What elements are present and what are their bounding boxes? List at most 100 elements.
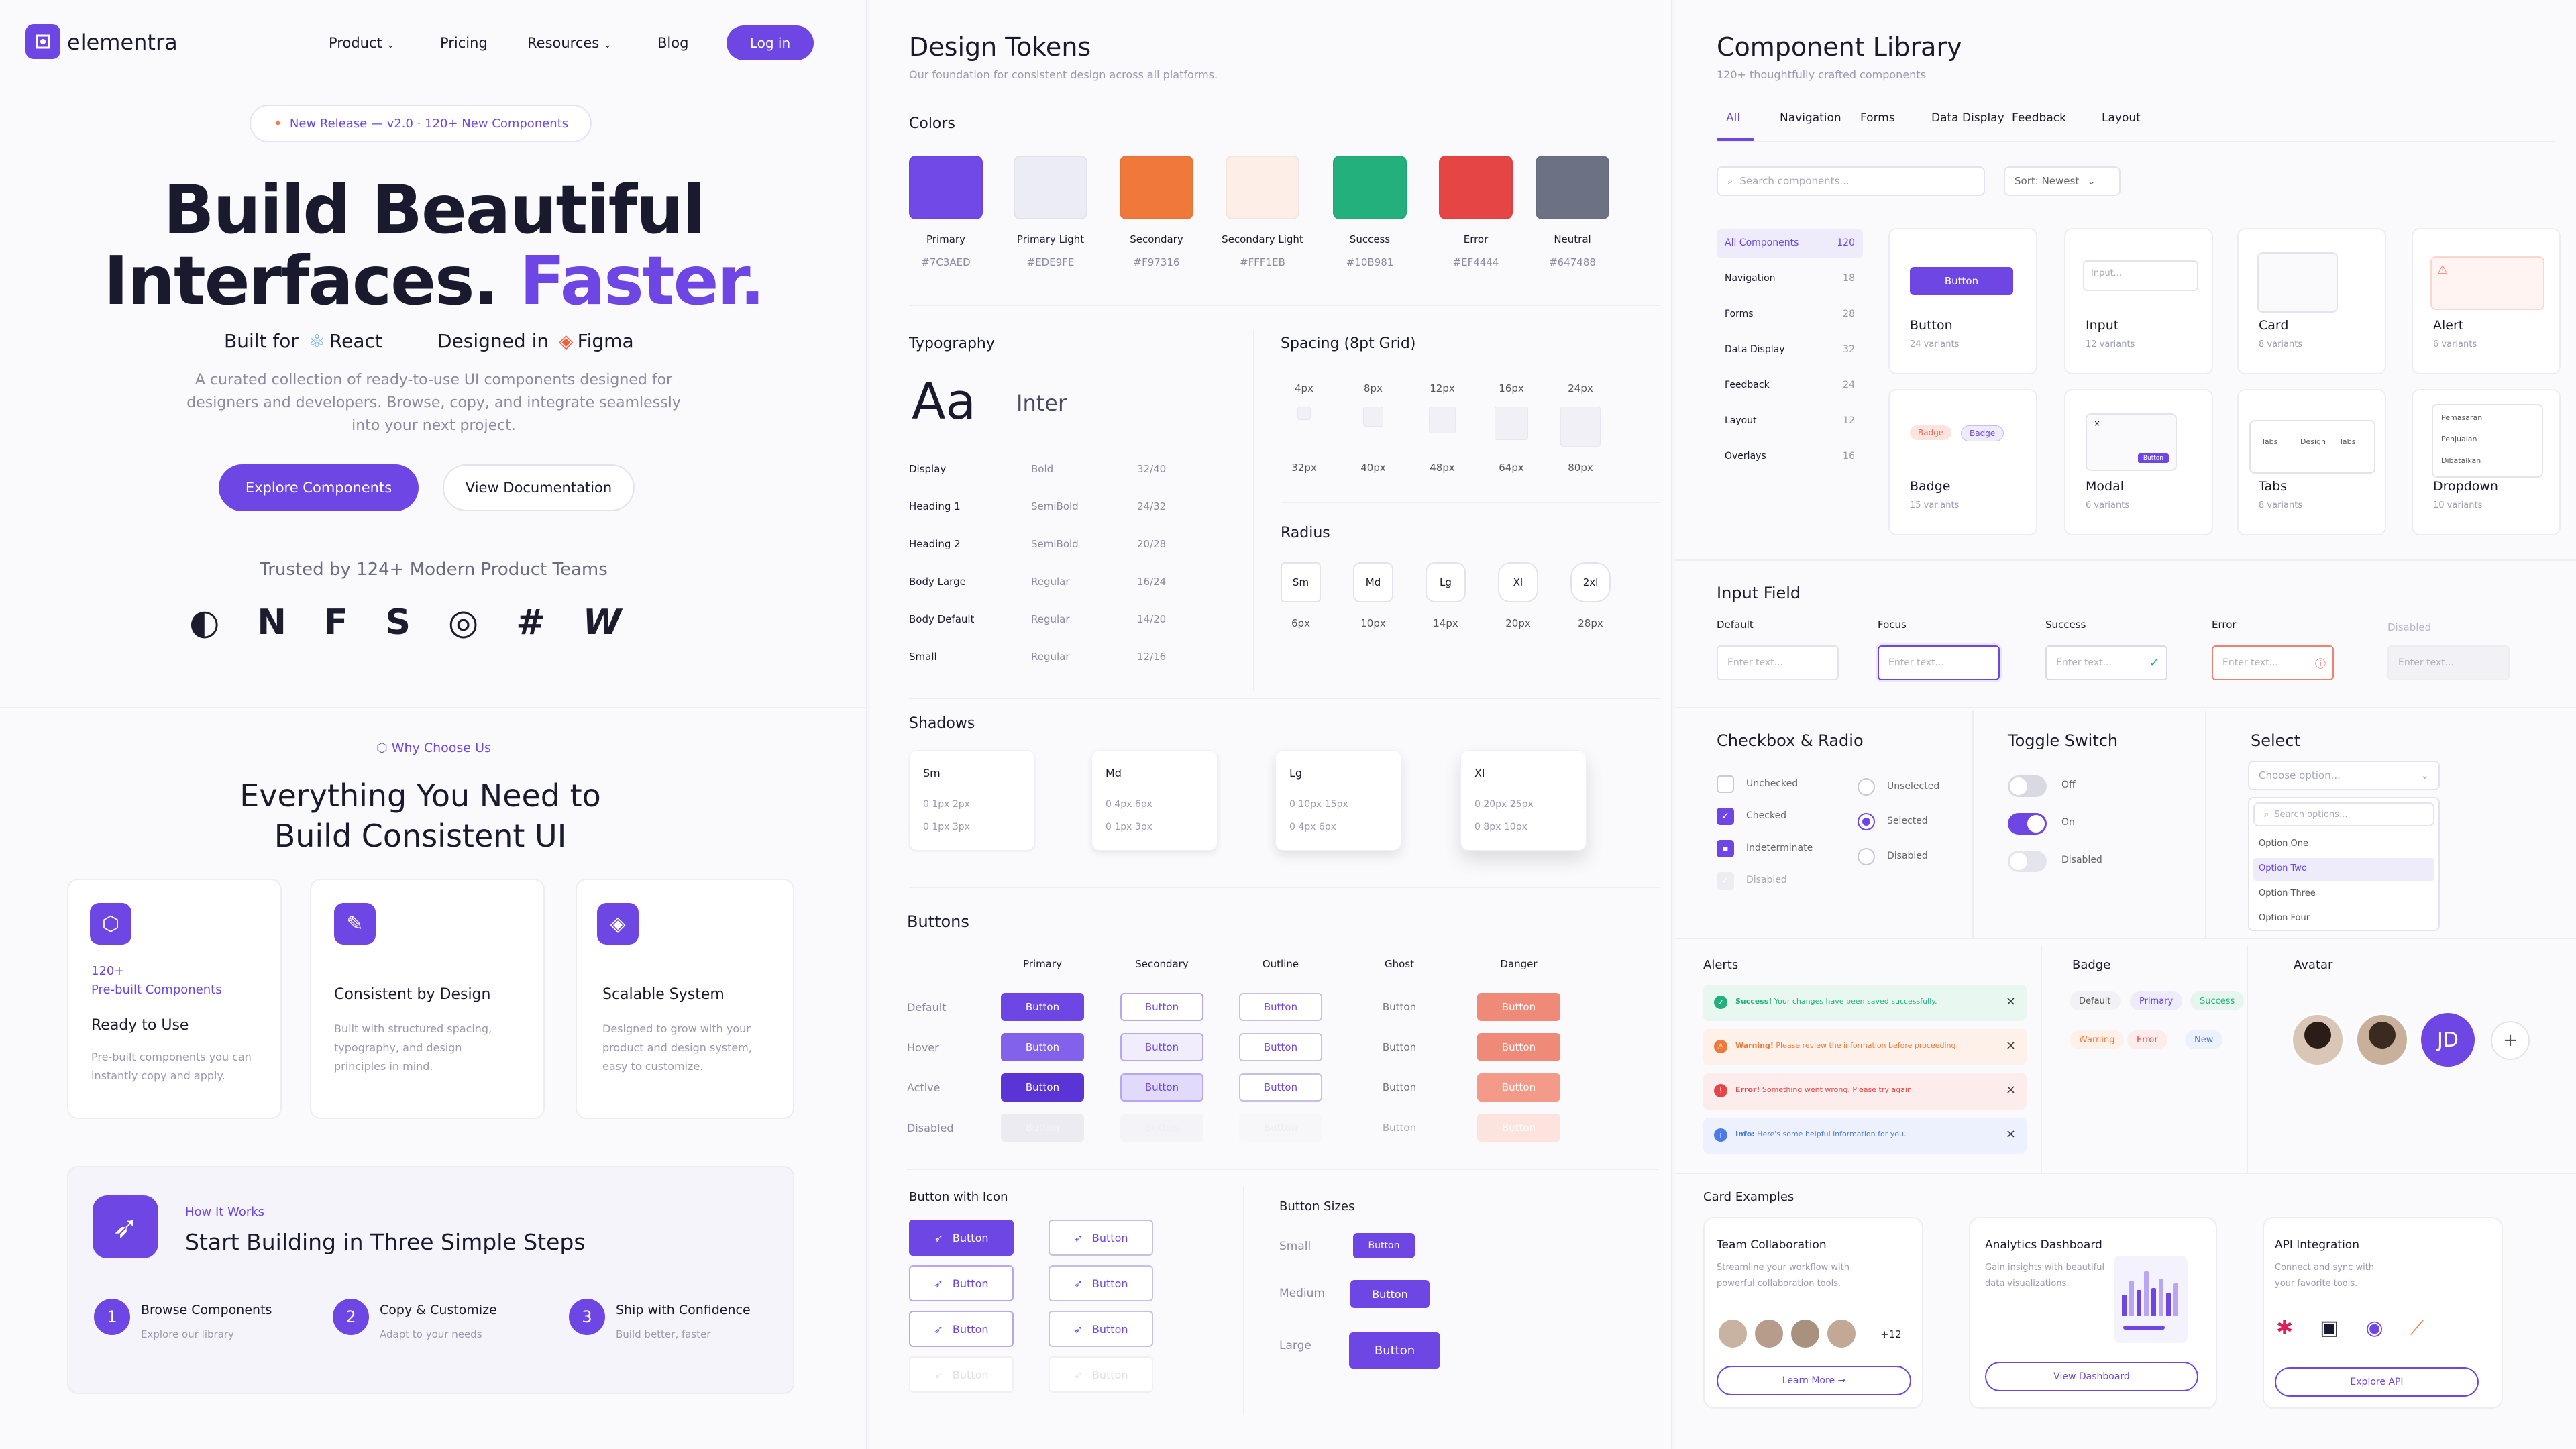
brand-name[interactable]: elementra [67, 30, 178, 55]
text-input-focus[interactable]: Enter text... [1878, 645, 2000, 680]
tab-forms[interactable]: Forms [1860, 111, 1895, 125]
primary-button[interactable]: Button [1001, 1114, 1084, 1142]
close-icon[interactable]: × [2005, 1038, 2016, 1053]
nav-product[interactable]: Product ⌄ [329, 35, 394, 51]
color-swatch[interactable] [1439, 156, 1513, 219]
danger-button[interactable]: Button [1477, 1073, 1560, 1102]
component-tile[interactable]: Pemasaran Penjualan Dibatalkan Dropdown 10 v… [2412, 389, 2561, 535]
category-item[interactable]: Data Display 32 [1717, 336, 1863, 364]
icon-button[interactable]: ➶ Button [1049, 1356, 1153, 1393]
close-icon[interactable]: × [2005, 1083, 2016, 1097]
ghost-button[interactable]: Button [1382, 1001, 1417, 1013]
release-badge[interactable]: ✦ New Release — v2.0 · 120+ New Component… [250, 105, 592, 142]
color-swatch[interactable] [909, 156, 983, 219]
component-tile[interactable]: Tabs Design Tabs Tabs 8 variants [2237, 389, 2386, 535]
close-icon[interactable]: × [2005, 1127, 2016, 1141]
ghost-button[interactable]: Button [1382, 1122, 1417, 1134]
learn-more-button[interactable]: Learn More → [1717, 1366, 1911, 1395]
primary-button[interactable]: Button [1001, 1033, 1084, 1061]
select-option[interactable]: Option One [2259, 839, 2308, 849]
login-button[interactable]: Log in [727, 25, 814, 60]
radio[interactable] [1858, 813, 1875, 830]
color-swatch[interactable] [1120, 156, 1193, 219]
danger-button[interactable]: Button [1477, 993, 1560, 1021]
search-components-input[interactable]: ⌕ Search components... [1717, 166, 1985, 196]
secondary-button[interactable]: Button [1120, 1073, 1203, 1102]
secondary-button[interactable]: Button [1120, 993, 1203, 1021]
checkbox[interactable]: ✓ [1717, 808, 1734, 825]
category-item[interactable]: All Components 120 [1717, 229, 1863, 258]
text-input-default[interactable]: Enter text... [1717, 645, 1839, 680]
tab-navigation[interactable]: Navigation [1780, 111, 1841, 125]
category-item[interactable]: Forms 28 [1717, 301, 1863, 329]
sort-select[interactable]: Sort: Newest ⌄ [2004, 166, 2121, 196]
checkbox[interactable] [1717, 775, 1734, 793]
nav-blog[interactable]: Blog [657, 35, 689, 51]
outline-button[interactable]: Button [1239, 1073, 1322, 1102]
radio[interactable] [1858, 778, 1875, 796]
close-icon[interactable]: × [2005, 994, 2016, 1008]
primary-button[interactable]: Button [1001, 1073, 1084, 1102]
select-option[interactable]: Option Two [2253, 858, 2434, 881]
size-button[interactable]: Button [1350, 1280, 1430, 1308]
icon-button[interactable]: ➶ Button [909, 1265, 1014, 1301]
outline-button[interactable]: Button [1239, 1033, 1322, 1061]
color-swatch[interactable] [1226, 156, 1299, 219]
tab-all[interactable]: All [1726, 111, 1741, 125]
component-tile[interactable]: Button Button 24 variants [1888, 228, 2037, 374]
component-tile[interactable]: × Button Modal 6 variants [2064, 389, 2213, 535]
text-input-success[interactable]: Enter text... ✓ [2045, 645, 2167, 680]
component-tile[interactable]: Card 8 variants [2237, 228, 2386, 374]
size-button[interactable]: Button [1349, 1332, 1440, 1368]
outline-button[interactable]: Button [1239, 1114, 1322, 1142]
danger-button[interactable]: Button [1477, 1114, 1560, 1142]
ghost-button[interactable]: Button [1382, 1081, 1417, 1093]
tab-layout[interactable]: Layout [2102, 111, 2141, 125]
color-swatch[interactable] [1014, 156, 1087, 219]
tab-feedback[interactable]: Feedback [2012, 111, 2066, 125]
avatar[interactable] [2355, 1013, 2409, 1067]
icon-button[interactable]: ➶ Button [1049, 1311, 1153, 1347]
category-item[interactable]: Layout 12 [1717, 407, 1863, 435]
text-input-error[interactable]: Enter text... ⓘ [2212, 645, 2334, 680]
color-swatch[interactable] [1536, 156, 1609, 219]
secondary-button[interactable]: Button [1120, 1033, 1203, 1061]
category-item[interactable]: Feedback 24 [1717, 372, 1863, 400]
nav-resources[interactable]: Resources ⌄ [527, 35, 612, 51]
add-avatar-button[interactable]: + [2491, 1021, 2530, 1060]
outline-button[interactable]: Button [1239, 993, 1322, 1021]
size-button[interactable]: Button [1353, 1233, 1415, 1258]
select-option[interactable]: Option Three [2259, 888, 2316, 898]
toggle-switch[interactable] [2008, 775, 2047, 797]
component-tile[interactable]: ⚠ Alert 6 variants [2412, 228, 2561, 374]
component-tile[interactable]: Badge Badge Badge 15 variants [1888, 389, 2037, 535]
select-option[interactable]: Option Four [2259, 913, 2310, 923]
tab-data-display[interactable]: Data Display [1931, 111, 2004, 125]
icon-button[interactable]: ➶ Button [909, 1356, 1014, 1393]
nav-pricing[interactable]: Pricing [440, 35, 488, 51]
view-dashboard-button[interactable]: View Dashboard [1985, 1362, 2198, 1391]
brand-logo-icon[interactable] [25, 24, 60, 59]
icon-button[interactable]: ➶ Button [1049, 1220, 1153, 1256]
avatar[interactable] [2291, 1013, 2345, 1067]
checkbox[interactable]: ▪ [1717, 840, 1734, 857]
explore-components-button[interactable]: Explore Components [219, 464, 419, 511]
category-item[interactable]: Navigation 18 [1717, 265, 1863, 293]
primary-button[interactable]: Button [1001, 993, 1084, 1021]
secondary-button[interactable]: Button [1120, 1114, 1203, 1142]
icon-button[interactable]: ➶ Button [909, 1220, 1014, 1256]
ghost-button[interactable]: Button [1382, 1041, 1417, 1053]
avatar-initials[interactable]: JD [2421, 1013, 2475, 1067]
danger-button[interactable]: Button [1477, 1033, 1560, 1061]
view-documentation-button[interactable]: View Documentation [443, 464, 635, 511]
toggle-switch[interactable] [2008, 813, 2047, 835]
category-item[interactable]: Overlays 16 [1717, 443, 1863, 471]
select-field[interactable]: Choose option... ⌄ [2248, 761, 2440, 790]
icon-button[interactable]: ➶ Button [909, 1311, 1014, 1347]
color-swatch[interactable] [1333, 156, 1407, 219]
alert-message: Something went wrong. Please try again. [1760, 1085, 1915, 1094]
icon-button[interactable]: ➶ Button [1049, 1265, 1153, 1301]
explore-api-button[interactable]: Explore API [2275, 1367, 2479, 1397]
component-tile[interactable]: Input... Input 12 variants [2064, 228, 2213, 374]
select-search-input[interactable]: ⌕ Search options... [2253, 802, 2434, 826]
